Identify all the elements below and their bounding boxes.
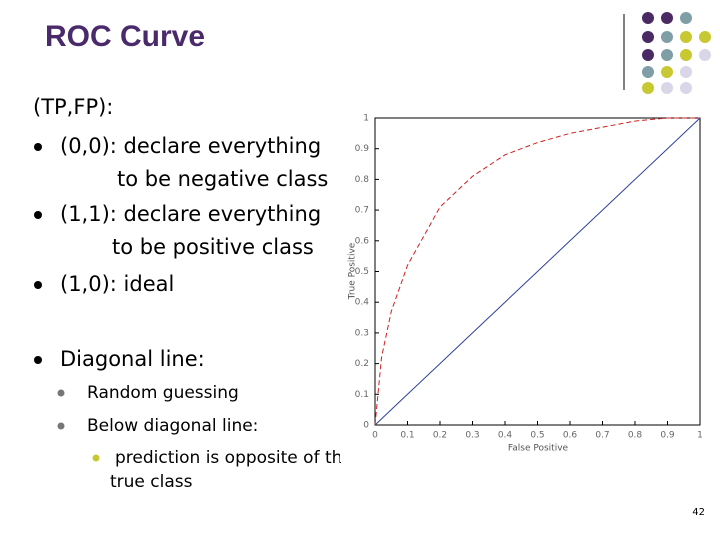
x-tick-label: 0.2 xyxy=(433,431,447,441)
bullet-dot xyxy=(34,281,42,289)
heading: (TP,FP): xyxy=(33,95,113,119)
sub-sub-bullet-text: true class xyxy=(110,472,193,492)
x-tick-label: 0.3 xyxy=(465,431,479,441)
x-tick-label: 0.7 xyxy=(595,431,609,441)
y-tick-label: 0.5 xyxy=(355,267,369,277)
bullet-text: (1,1): declare everything xyxy=(60,202,321,226)
page-number: 42 xyxy=(692,507,705,518)
bullet-dot xyxy=(34,143,42,151)
sub-bullet-dot xyxy=(57,422,65,430)
bullet-dot xyxy=(34,211,42,219)
y-tick-label: 0 xyxy=(363,421,369,431)
bullet-text: (1,0): ideal xyxy=(60,272,174,296)
slide-title: ROC Curve xyxy=(45,20,205,53)
y-tick-label: 0.3 xyxy=(355,328,369,338)
x-axis-label: False Positive xyxy=(508,444,569,454)
y-axis-label: True Positive xyxy=(348,242,358,300)
y-tick-label: 0.6 xyxy=(355,236,370,246)
y-tick-label: 0.9 xyxy=(355,144,370,154)
x-tick-label: 0.6 xyxy=(563,431,578,441)
y-tick-label: 0.8 xyxy=(355,175,370,185)
x-tick-label: 0.5 xyxy=(530,431,544,441)
bullet-text: to be positive class xyxy=(112,235,314,259)
sub-bullet-text: Random guessing xyxy=(87,383,239,403)
x-tick-label: 0.1 xyxy=(400,431,414,441)
sub-bullet-text: Below diagonal line: xyxy=(87,416,258,436)
decor-dots xyxy=(642,12,711,94)
bullet-text: (0,0): declare everything xyxy=(60,134,321,158)
x-tick-label: 0.9 xyxy=(660,431,675,441)
y-tick-label: 1 xyxy=(363,114,369,124)
y-tick-label: 0.7 xyxy=(355,206,369,216)
x-tick-label: 1 xyxy=(697,431,703,441)
sub-sub-bullet-dot xyxy=(92,454,100,462)
bullet-text: Diagonal line: xyxy=(60,347,205,371)
series-line xyxy=(374,117,701,426)
y-tick-label: 0.2 xyxy=(355,359,369,369)
y-tick-label: 0.1 xyxy=(355,390,369,400)
sub-bullet-dot xyxy=(57,389,65,397)
sub-sub-bullet-text: prediction is opposite of th xyxy=(115,448,342,468)
bullet-text: to be negative class xyxy=(117,167,328,191)
bullet-dot xyxy=(34,356,42,364)
series-line xyxy=(374,117,700,426)
x-tick-label: 0 xyxy=(372,431,378,441)
x-tick-label: 0.4 xyxy=(498,431,513,441)
y-tick-label: 0.4 xyxy=(355,298,370,308)
x-tick-label: 0.8 xyxy=(628,431,643,441)
